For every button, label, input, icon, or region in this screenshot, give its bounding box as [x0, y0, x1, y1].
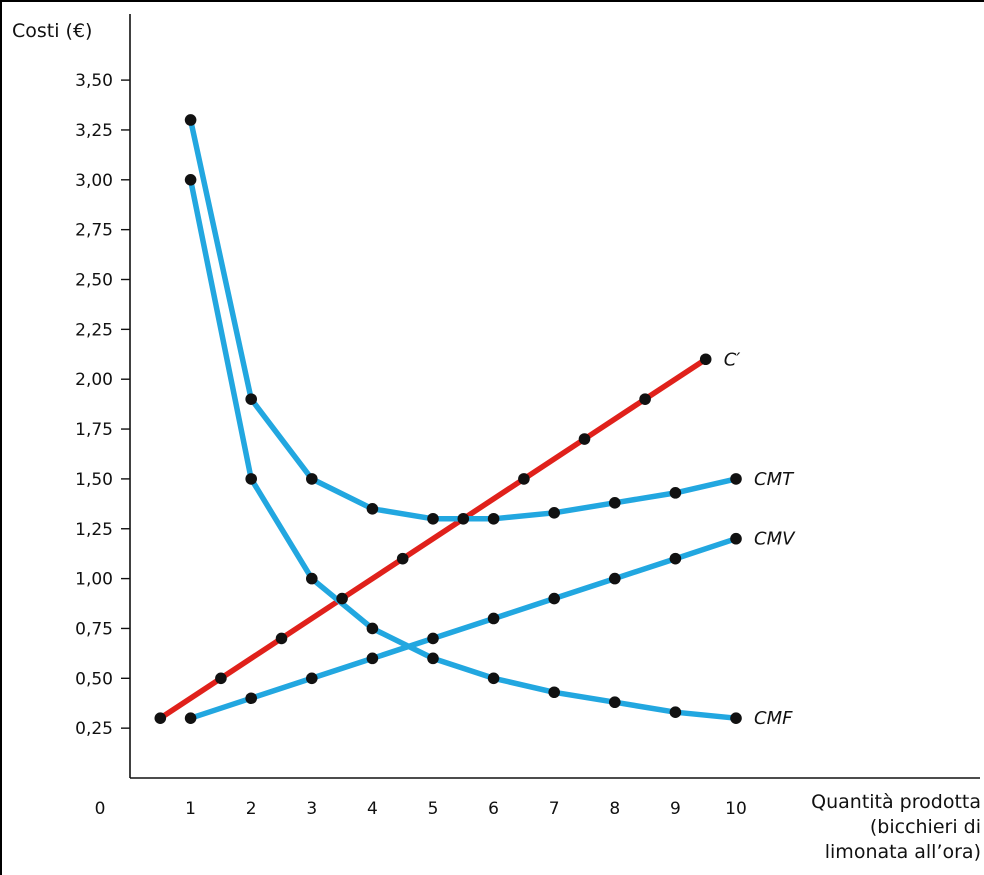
data-point-c: [215, 672, 227, 685]
data-point-cmv: [306, 672, 318, 685]
data-point-c: [578, 433, 591, 445]
data-point-cmf: [184, 174, 197, 186]
x-axis-title-line-2: (bicchieri di: [870, 816, 981, 838]
series-label-cmf: CMF: [754, 708, 793, 729]
x-tick-label: 3: [306, 799, 317, 819]
data-point-c: [457, 512, 470, 525]
data-point-cmf: [669, 706, 682, 718]
data-point-cmt: [609, 497, 621, 509]
data-point-cmf: [487, 672, 500, 685]
data-point-cmv: [669, 552, 682, 565]
y-tick-label: 1,25: [75, 520, 113, 540]
series-line-c: [157, 356, 709, 721]
data-point-c: [154, 712, 167, 724]
series-line-cmt: [187, 117, 739, 522]
series-label-cmv: CMV: [754, 529, 796, 550]
series-line-cmv: [187, 535, 739, 721]
data-point-cmv: [609, 572, 621, 585]
data-point-cmf: [306, 572, 318, 585]
data-point-cmt: [245, 393, 257, 405]
data-point-cmv: [245, 692, 257, 705]
data-point-c: [699, 353, 712, 366]
x-tick-label: 10: [725, 799, 747, 819]
y-tick-label: 2,50: [75, 271, 113, 291]
x-tick-label: 9: [670, 799, 681, 819]
y-axis-title: Costi (€): [12, 20, 92, 42]
data-point-c: [396, 552, 409, 565]
y-tick-label: 2,25: [75, 320, 113, 340]
data-point-c: [275, 632, 288, 645]
axes-group: 0,25 0,50 0,75 1,00 1,25 1,50 1,75 2,00 2,25 2,50…: [75, 14, 980, 819]
data-point-c: [639, 393, 651, 405]
x-tick-label: 1: [185, 799, 196, 819]
x-tick-label: 6: [488, 799, 499, 819]
data-point-cmv: [730, 532, 742, 545]
y-tick-label: 3,50: [75, 71, 113, 91]
y-tick-label: 1,75: [75, 420, 113, 440]
data-point-cmv: [366, 652, 379, 665]
data-point-cmt: [730, 473, 742, 485]
data-point-cmt: [184, 114, 197, 126]
y-tick-label: 3,25: [75, 121, 113, 141]
y-tick-label: 2,00: [75, 370, 113, 390]
x-axis-title-line-1: Quantità prodotta: [811, 791, 981, 813]
y-tick-label: 1,50: [75, 470, 113, 490]
y-tick-label: 0,25: [75, 719, 113, 739]
x-tick-label: 4: [367, 799, 378, 819]
data-point-cmv: [548, 592, 560, 605]
data-point-cmf: [609, 696, 621, 709]
data-point-cmt: [306, 473, 318, 485]
data-point-c: [518, 473, 530, 485]
data-point-cmv: [427, 632, 439, 645]
y-tick-label: 0,50: [75, 669, 113, 689]
series-line-cmf: [187, 177, 739, 721]
data-point-cmf: [548, 686, 560, 699]
data-point-cmt: [427, 512, 439, 525]
series-label-c: C′: [724, 349, 741, 370]
y-tick-label: 2,75: [75, 221, 113, 241]
data-point-c: [336, 592, 348, 605]
origin-label: 0: [95, 799, 106, 819]
x-tick-label: 5: [428, 799, 439, 819]
series-group: C′ CMT CMV CMF: [154, 114, 796, 729]
data-point-cmt: [548, 506, 560, 519]
data-point-cmv: [487, 612, 500, 625]
data-point-cmf: [245, 473, 257, 485]
x-tick-label: 8: [609, 799, 620, 819]
x-tick-label: 7: [549, 799, 560, 819]
x-axis-title-line-3: limonata all’ora): [825, 841, 981, 863]
y-tick-label: 0,75: [75, 619, 113, 639]
data-point-cmf: [366, 622, 379, 635]
y-tick-label: 3,00: [75, 171, 113, 191]
data-point-cmf: [730, 712, 742, 724]
x-tick-label: 2: [246, 799, 257, 819]
data-point-cmf: [427, 652, 439, 665]
data-point-cmt: [669, 487, 682, 499]
data-point-cmt: [366, 503, 379, 515]
y-tick-label: 1,00: [75, 570, 113, 590]
data-point-cmt: [487, 512, 500, 525]
series-label-cmt: CMT: [754, 469, 795, 490]
data-point-cmv: [184, 712, 197, 724]
